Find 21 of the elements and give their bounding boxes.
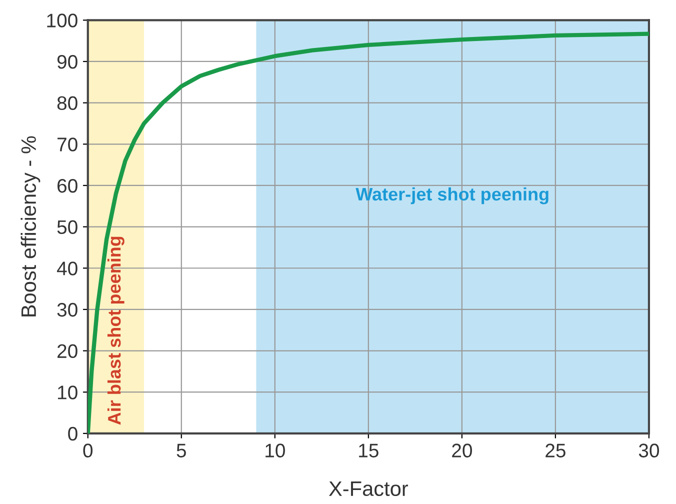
- y-tick-label: 40: [56, 262, 78, 276]
- y-tick-label: 100: [47, 14, 78, 28]
- x-tick-label: 5: [176, 444, 186, 458]
- y-tick-label: 60: [58, 178, 78, 193]
- x-tick-label: 15: [359, 444, 378, 458]
- x-axis-title: X-Factor: [328, 482, 408, 496]
- x-tick-label: 30: [638, 444, 660, 458]
- x-tick-label: 25: [546, 444, 566, 458]
- y-tick-label: 0: [68, 426, 78, 441]
- y-tick-label: 20: [58, 344, 78, 358]
- y-tick-label: 10: [58, 386, 78, 400]
- y-tick-label: 70: [58, 138, 78, 152]
- y-tick-label: 50: [57, 220, 78, 234]
- x-tick-label: 0: [83, 444, 93, 458]
- y-tick-label: 80: [57, 96, 78, 110]
- y-tick-label: 30: [57, 302, 78, 317]
- y-tick-label: 90: [57, 54, 78, 69]
- x-tick-label: 10: [266, 444, 285, 458]
- y-axis-title: Boost efficiency - %: [20, 136, 40, 316]
- band-label: Air blast shot peening: [107, 236, 124, 425]
- x-tick-label: 20: [452, 444, 472, 458]
